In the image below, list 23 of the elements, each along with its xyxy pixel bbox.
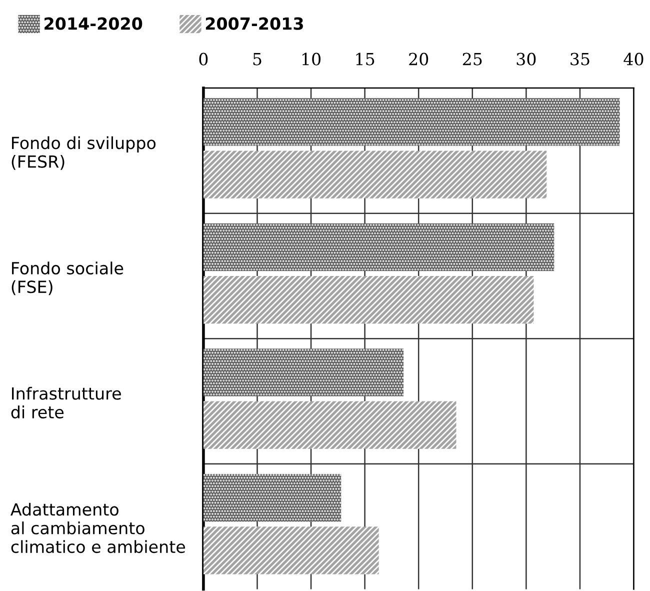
x-tick-label: 30 xyxy=(516,52,536,66)
y-tick-label: Fondo di sviluppo (FESR) xyxy=(12,136,156,170)
bar xyxy=(203,474,342,522)
bar xyxy=(203,526,379,574)
bar xyxy=(203,150,547,198)
bar xyxy=(203,276,534,324)
y-tick-label: Infrastrutture di rete xyxy=(11,386,121,418)
x-tick-label: 15 xyxy=(356,52,374,66)
x-tick-label: 5 xyxy=(253,52,262,66)
x-tick-label: 35 xyxy=(570,52,590,66)
x-tick-label: 25 xyxy=(462,52,482,66)
bar xyxy=(203,223,554,271)
legend-label: 2014-2020 xyxy=(44,17,142,30)
x-tick-label: 0 xyxy=(199,52,208,66)
bar xyxy=(203,401,456,449)
y-tick-label: Adattamento al cambiamento climatico e ambiente xyxy=(10,502,186,554)
x-tick-label: 10 xyxy=(302,52,321,66)
x-tick-label: 20 xyxy=(409,52,428,66)
x-tick-label: 40 xyxy=(624,52,644,66)
y-tick-label: Fondo sociale (FSE) xyxy=(12,262,124,296)
bar xyxy=(203,348,404,396)
legend-label: 2007-2013 xyxy=(206,17,303,30)
bar xyxy=(203,98,620,146)
